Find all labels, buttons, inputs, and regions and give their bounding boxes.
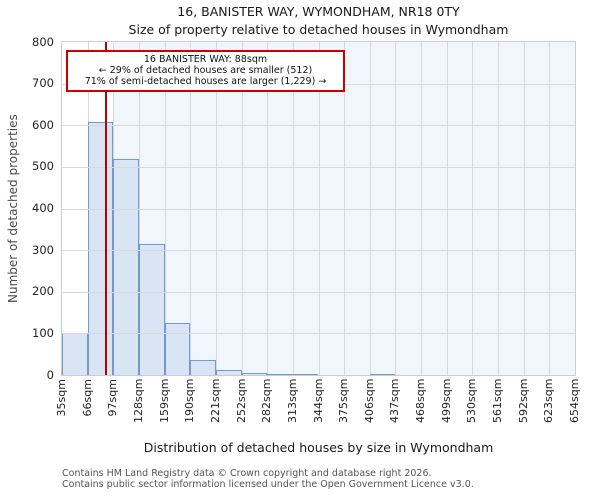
histogram-bar (138, 243, 165, 375)
gridline-x (62, 166, 575, 168)
x-tick-label: 35sqm (55, 379, 68, 417)
x-tick-label: 468sqm (414, 378, 428, 423)
x-tick-label: 561sqm (491, 378, 505, 423)
property-annotation-box: 16 BANISTER WAY: 88sqm ← 29% of detached… (66, 50, 345, 92)
gridline-x (62, 333, 575, 335)
y-tick-label: 400 (32, 201, 54, 215)
x-tick-label: 97sqm (106, 379, 120, 417)
plot-area (61, 41, 576, 376)
gridline-x (62, 125, 575, 127)
x-tick-label: 190sqm (183, 378, 197, 423)
gridline-x (62, 208, 575, 210)
chart-title: 16, BANISTER WAY, WYMONDHAM, NR18 0TY (177, 4, 460, 19)
x-tick-label: 282sqm (260, 378, 274, 423)
histogram-bar (215, 370, 242, 375)
x-tick-label: 159sqm (157, 378, 171, 423)
x-tick-label: 530sqm (465, 378, 479, 423)
y-tick-label: 200 (32, 284, 54, 299)
histogram-bar (164, 322, 191, 375)
histogram-bar (241, 372, 268, 375)
x-tick-label: 406sqm (362, 378, 376, 423)
y-tick-label: 600 (32, 117, 54, 132)
y-tick-label: 700 (32, 76, 54, 91)
histogram-bar (190, 360, 216, 375)
histogram-bar (292, 374, 319, 375)
footer-copyright-line2: Contains public sector information licen… (62, 479, 474, 490)
footer-copyright-line1: Contains HM Land Registry data © Crown c… (62, 468, 432, 479)
histogram-bar (62, 333, 88, 375)
histogram-bar (113, 158, 139, 375)
x-tick-label: 221sqm (208, 378, 222, 423)
x-tick-label: 437sqm (388, 378, 402, 423)
histogram-bar (87, 121, 114, 375)
gridline-x (62, 250, 575, 252)
y-tick-label: 300 (32, 242, 54, 257)
annotation-smaller-line: ← 29% of detached houses are smaller (51… (98, 65, 313, 76)
y-tick-label: 0 (46, 367, 54, 382)
x-tick-label: 592sqm (516, 378, 530, 423)
chart-subtitle: Size of property relative to detached ho… (128, 22, 509, 37)
y-tick-label: 500 (32, 159, 54, 174)
x-axis-label: Distribution of detached houses by size … (143, 440, 494, 455)
x-tick-label: 499sqm (439, 378, 453, 423)
x-tick-label: 375sqm (337, 378, 351, 423)
gridline-x (62, 291, 575, 293)
marker-line (104, 42, 107, 375)
histogram-bar (369, 373, 396, 375)
x-tick-label: 654sqm (568, 378, 581, 423)
x-tick-label: 344sqm (311, 378, 325, 423)
annotation-larger-line: 71% of semi-detached houses are larger (… (84, 76, 327, 87)
x-tick-label: 66sqm (80, 379, 94, 417)
y-tick-label: 800 (32, 34, 54, 49)
x-tick-label: 128sqm (131, 378, 145, 423)
histogram-bar (267, 373, 293, 375)
x-tick-label: 313sqm (285, 378, 299, 423)
y-tick-label: 100 (32, 325, 54, 340)
x-tick-label: 252sqm (234, 378, 248, 423)
x-tick-label: 623sqm (542, 378, 556, 423)
annotation-property-line: 16 BANISTER WAY: 88sqm (143, 54, 268, 65)
